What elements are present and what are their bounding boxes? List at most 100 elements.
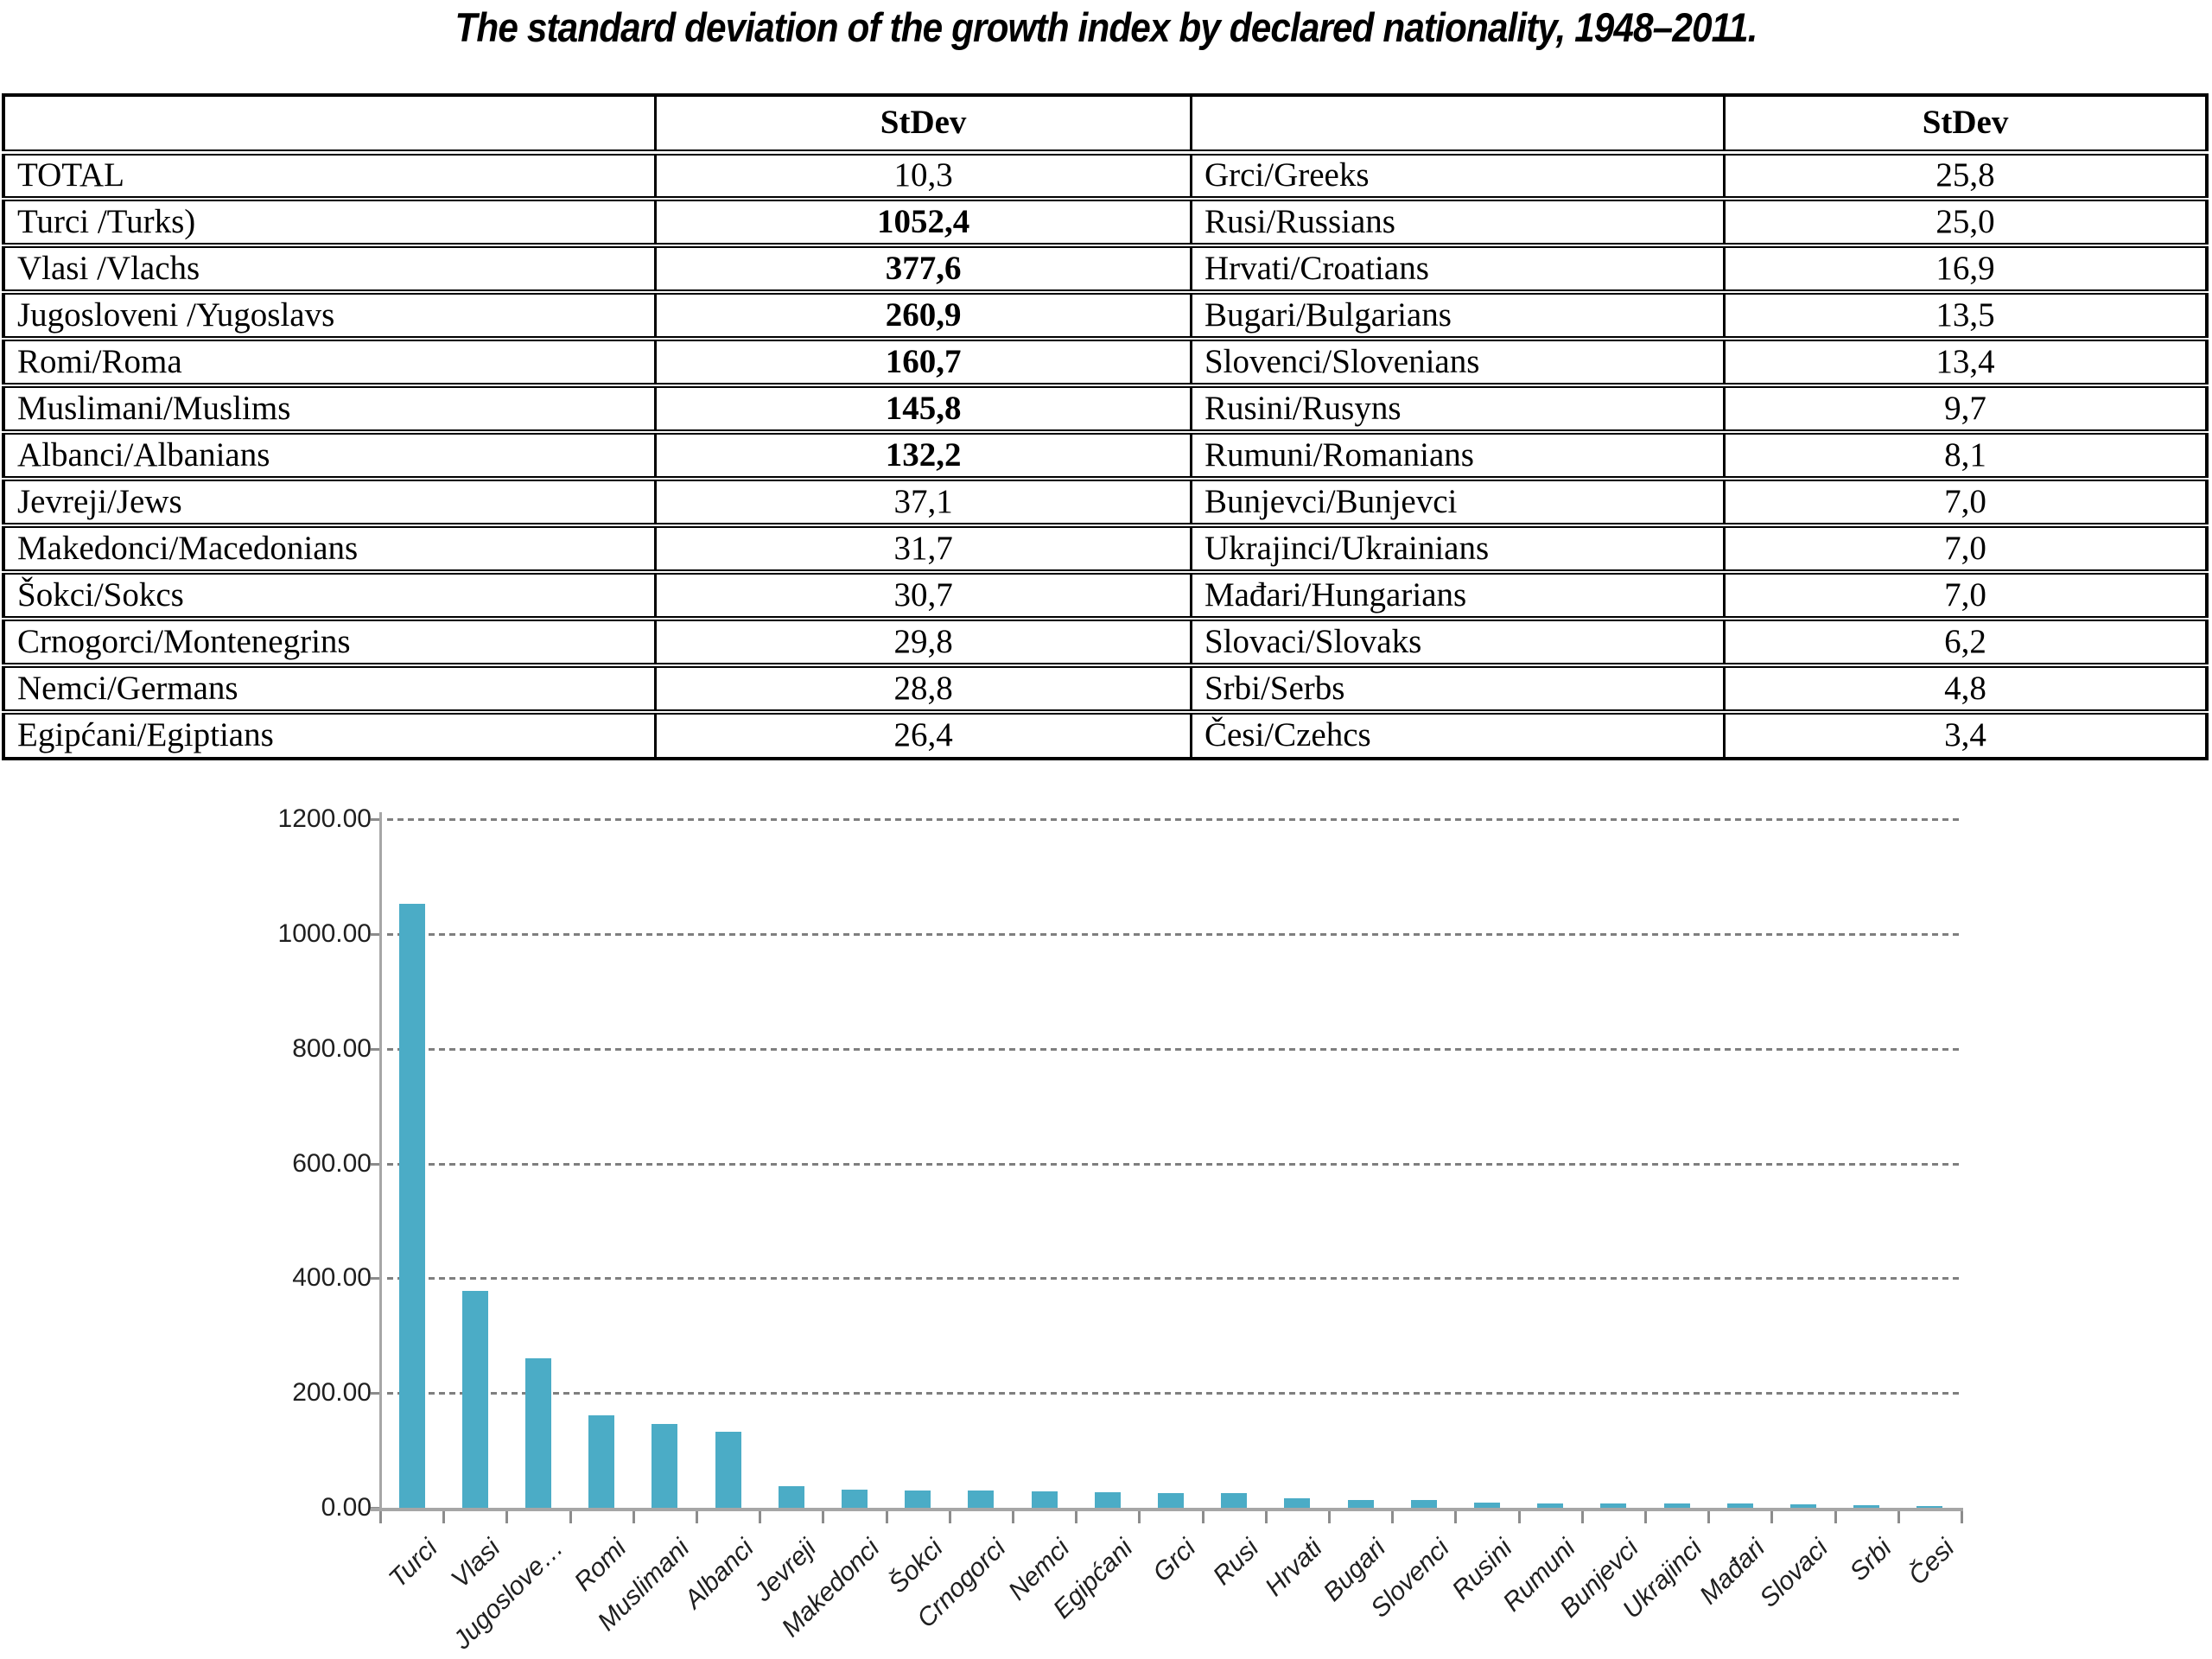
y-axis-tick [371,1047,380,1051]
nationality-cell: Hrvati/Croatians [1189,244,1726,295]
header-cell-blank-right [1189,93,1726,156]
x-axis-line [371,1508,1963,1511]
y-gridline [387,1392,1961,1395]
stdev-cell: 37,1 [654,477,1192,528]
x-axis-tick [1770,1511,1774,1523]
y-axis-tick [371,1162,380,1166]
y-axis-label: 1200.00 [277,804,372,833]
x-axis-label: Jevreji [748,1534,823,1607]
table-row: Nemci/Germans 28,8 Srbi/Serbs 4,8 [2,664,2209,715]
bar [1032,1491,1058,1508]
y-gridline [387,932,1961,936]
x-axis-label: Česi [1903,1534,1961,1591]
nationality-cell: Muslimani/Muslims [2,384,658,435]
table-row: Crnogorci/Montenegrins 29,8 Slovaci/Slovak… [2,617,2209,668]
nationality-cell: Nemci/Germans [2,664,658,715]
nationality-cell: Vlasi /Vlachs [2,244,658,295]
x-axis-tick [1012,1511,1014,1523]
bar [1600,1503,1626,1508]
table-row: Makedonci/Macedonians 31,7 Ukrajinci/Ukrai… [2,524,2209,575]
y-axis-tick [371,932,380,936]
y-axis-tick [371,1277,380,1281]
stdev-cell: 1052,4 [654,197,1192,248]
x-axis-label: Jugoslove… [448,1534,569,1656]
nationality-cell: Romi/Roma [2,337,658,388]
y-axis-label: 800.00 [292,1033,372,1063]
stdev-cell: 25,0 [1723,197,2209,248]
x-axis-tick [1391,1511,1395,1523]
table-row: Vlasi /Vlachs 377,6 Hrvati/Croatians 16,9 [2,244,2209,295]
bar [1790,1504,1816,1508]
x-axis-label: Ukrajinci [1617,1534,1708,1624]
x-axis-tick [1580,1511,1584,1523]
bar [1916,1506,1942,1508]
table-row: TOTAL 10,3 Grci/Greeks 25,8 [2,150,2209,201]
x-axis-tick [1897,1511,1900,1523]
nationality-cell: Slovaci/Slovaks [1189,617,1726,668]
x-axis-tick [379,1511,382,1523]
stdev-cell: 13,5 [1723,290,2209,341]
table-row: Romi/Roma 160,7 Slovenci/Slovenians 13,4 [2,337,2209,388]
x-axis-label: Slovaci [1754,1534,1834,1613]
stdev-cell: 160,7 [654,337,1192,388]
bar [1474,1503,1500,1508]
bar [905,1491,931,1508]
x-axis-tick [822,1511,825,1523]
stdev-cell: 145,8 [654,384,1192,435]
header-cell-stdev-left: StDev [654,93,1192,156]
x-axis-label: Slovenci [1364,1534,1455,1624]
nationality-cell: Egipćani/Egiptians [2,710,658,760]
nationality-cell: Česi/Czehcs [1189,710,1726,760]
y-gridline [387,1162,1961,1166]
table-row: Albanci/Albanians 132,2 Rumuni/Romanians 8,… [2,430,2209,481]
y-axis-tick [371,818,380,821]
stdev-cell: 7,0 [1723,524,2209,575]
x-axis-label: Rusi [1207,1534,1265,1591]
x-axis-label: Turci [383,1534,443,1593]
nationality-cell: Srbi/Serbs [1189,664,1726,715]
stdev-cell: 4,8 [1723,664,2209,715]
x-axis-tick [1328,1511,1331,1523]
x-axis-tick [569,1511,572,1523]
stdev-cell: 25,8 [1723,150,2209,201]
x-axis-tick [1644,1511,1647,1523]
bar [1411,1500,1437,1508]
stdev-cell: 7,0 [1723,477,2209,528]
header-cell-blank-left [2,93,658,156]
stdev-cell: 16,9 [1723,244,2209,295]
x-axis-tick [759,1511,762,1523]
y-axis-line [379,812,382,1522]
x-axis-tick [948,1511,951,1523]
bar [1221,1493,1247,1508]
y-axis-label: 0.00 [321,1493,372,1522]
x-axis-tick [505,1511,509,1523]
nationality-cell: Jevreji/Jews [2,477,658,528]
bar [1664,1503,1690,1508]
y-axis-tick [371,1507,380,1510]
bar [1348,1500,1374,1508]
table-row: Egipćani/Egiptians 26,4 Česi/Czehcs 3,4 [2,710,2209,760]
nationality-cell: Rumuni/Romanians [1189,430,1726,481]
bar [1537,1503,1563,1508]
nationality-cell: Jugosloveni /Yugoslavs [2,290,658,341]
bar [1158,1493,1184,1508]
header-cell-stdev-right: StDev [1723,93,2209,156]
x-axis-tick [632,1511,635,1523]
nationality-cell: TOTAL [2,150,658,201]
stdev-cell: 9,7 [1723,384,2209,435]
x-axis-tick [696,1511,698,1523]
x-axis-label: Vlasi [446,1534,506,1594]
stdev-cell: 132,2 [654,430,1192,481]
x-axis-label: Bugari [1318,1534,1392,1607]
stdev-cell: 377,6 [654,244,1192,295]
x-axis-tick [1264,1511,1268,1523]
stdev-cell: 6,2 [1723,617,2209,668]
x-axis-label: Romi [569,1534,632,1597]
y-axis-label: 400.00 [292,1263,372,1293]
y-gridline [387,1277,1961,1281]
table-row: Jevreji/Jews 37,1 Bunjevci/Bunjevci 7,0 [2,477,2209,528]
x-axis-label: Srbi [1844,1534,1897,1587]
table-row: Muslimani/Muslims 145,8 Rusini/Rusyns 9,7 [2,384,2209,435]
bar [968,1491,994,1508]
stdev-cell: 10,3 [654,150,1192,201]
